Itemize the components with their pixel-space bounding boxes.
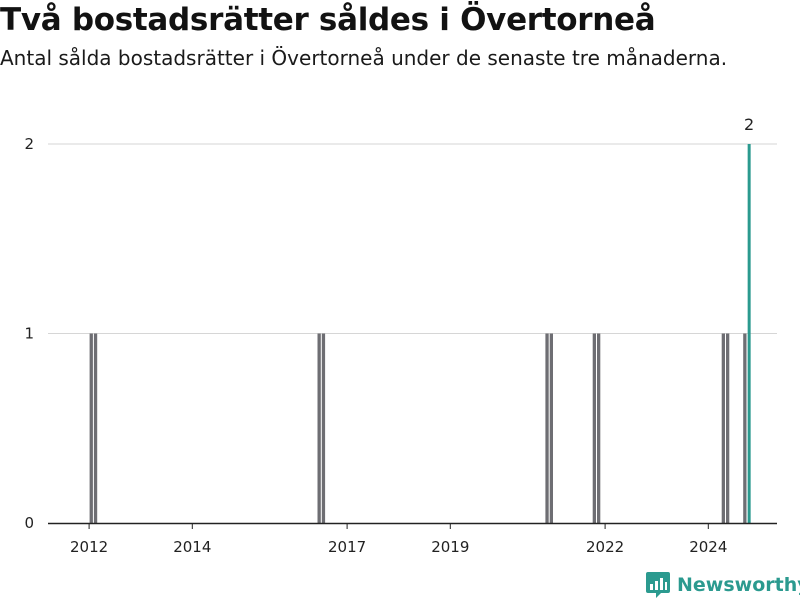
chart-subtitle: Antal sålda bostadsrätter i Övertorneå u… <box>0 46 728 70</box>
x-tick-label: 2014 <box>173 538 211 556</box>
x-tick-label: 2012 <box>70 538 108 556</box>
bar <box>597 333 601 523</box>
y-tick-label: 2 <box>24 135 34 153</box>
brand-logo: Newsworthy <box>645 570 800 600</box>
bar <box>89 333 93 523</box>
bar <box>93 333 98 523</box>
bar <box>743 333 747 523</box>
bar <box>545 333 549 523</box>
y-tick-label: 0 <box>24 514 34 532</box>
x-tick-label: 2017 <box>328 538 366 556</box>
bar <box>726 333 730 523</box>
bar <box>747 144 751 523</box>
bars <box>89 144 751 523</box>
y-axis: 0 1 2 <box>24 135 34 532</box>
brand-name: Newsworthy <box>677 574 800 596</box>
bar <box>721 333 725 523</box>
bar <box>321 333 326 523</box>
bar <box>549 333 553 523</box>
y-tick-label: 1 <box>24 325 34 343</box>
data-labels: 2 <box>744 115 754 134</box>
x-tick-label: 2024 <box>689 538 727 556</box>
grid-lines <box>48 143 777 334</box>
x-tick-label: 2022 <box>586 538 624 556</box>
bar <box>317 333 321 523</box>
x-tick-label: 2019 <box>431 538 469 556</box>
chart-title: Två bostadsrätter såldes i Övertorneå <box>0 2 656 38</box>
data-label: 2 <box>744 115 754 134</box>
newsworthy-logo-icon <box>646 572 670 598</box>
bar <box>592 333 596 523</box>
x-axis: 2012 2014 2017 2019 2022 2024 <box>48 522 777 556</box>
